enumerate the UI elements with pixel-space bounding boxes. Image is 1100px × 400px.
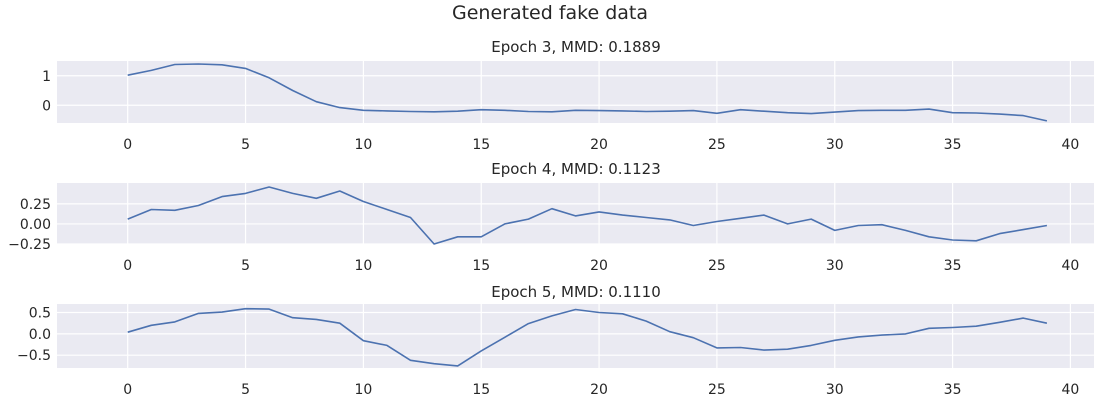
x-tick-label: 40 bbox=[1062, 258, 1080, 274]
x-tick-label: 40 bbox=[1062, 382, 1080, 398]
x-tick-label: 5 bbox=[241, 258, 250, 274]
axes-background bbox=[57, 61, 1094, 123]
x-tick-label: 20 bbox=[590, 382, 608, 398]
y-grid bbox=[57, 75, 1094, 106]
axes-background bbox=[57, 183, 1094, 244]
y-tick-label: −0.5 bbox=[17, 348, 51, 364]
x-tick-label: 35 bbox=[944, 382, 962, 398]
series-line bbox=[127, 186, 1048, 245]
x-tick-label: 30 bbox=[826, 137, 844, 153]
x-grid bbox=[127, 61, 1072, 123]
series-line bbox=[127, 307, 1048, 367]
subplot-epoch-5: 0 5 10 15 20 25 30 35 40 −0.5 0.0 0.5 Epoch 5, MMD… bbox=[17, 283, 1094, 398]
x-tick-label: 0 bbox=[123, 137, 132, 153]
x-tick-label: 30 bbox=[826, 258, 844, 274]
subplot-epoch-3: 0 5 10 15 20 25 30 35 40 01 Epoch 3, MMD: 0.1889 bbox=[42, 38, 1094, 153]
x-tick-label: 40 bbox=[1062, 137, 1080, 153]
subplot-title: Epoch 5, MMD: 0.1110 bbox=[491, 283, 661, 301]
x-grid bbox=[127, 304, 1072, 368]
x-tick-label: 25 bbox=[708, 137, 726, 153]
x-tick-label: 35 bbox=[944, 258, 962, 274]
x-tick-label: 0 bbox=[123, 382, 132, 398]
x-tick-labels: 0 5 10 15 20 25 30 35 40 bbox=[123, 137, 1079, 153]
x-tick-label: 15 bbox=[472, 258, 490, 274]
subplot-title: Epoch 4, MMD: 0.1123 bbox=[491, 160, 661, 178]
y-tick-labels: 01 bbox=[42, 69, 51, 115]
x-tick-label: 30 bbox=[826, 382, 844, 398]
x-tick-label: 10 bbox=[354, 137, 372, 153]
x-tick-label: 5 bbox=[241, 382, 250, 398]
x-tick-label: 25 bbox=[708, 382, 726, 398]
y-tick-label: 0.00 bbox=[20, 217, 51, 233]
x-tick-label: 10 bbox=[354, 258, 372, 274]
axes-background bbox=[57, 304, 1094, 368]
x-tick-label: 5 bbox=[241, 137, 250, 153]
y-tick-label: −0.25 bbox=[8, 237, 51, 253]
x-tick-label: 15 bbox=[472, 382, 490, 398]
x-tick-label: 35 bbox=[944, 137, 962, 153]
series-line bbox=[127, 63, 1048, 122]
x-tick-labels: 0 5 10 15 20 25 30 35 40 bbox=[123, 258, 1079, 274]
x-tick-labels: 0 5 10 15 20 25 30 35 40 bbox=[123, 382, 1079, 398]
y-tick-label: 0.5 bbox=[29, 306, 51, 322]
x-tick-label: 0 bbox=[123, 258, 132, 274]
y-tick-label: 0 bbox=[42, 98, 51, 114]
x-tick-label: 20 bbox=[590, 258, 608, 274]
y-tick-label: 0.25 bbox=[20, 197, 51, 213]
y-tick-labels: −0.5 0.0 0.5 bbox=[17, 306, 51, 365]
y-tick-labels: −0.25 0.00 0.25 bbox=[8, 197, 51, 253]
x-tick-label: 25 bbox=[708, 258, 726, 274]
y-grid bbox=[57, 203, 1094, 245]
y-grid bbox=[57, 311, 1094, 356]
y-tick-label: 0.0 bbox=[29, 327, 51, 343]
y-tick-label: 1 bbox=[42, 69, 51, 85]
subplot-epoch-4: 0 5 10 15 20 25 30 35 40 −0.25 0.00 0.25 Epoch 4, … bbox=[8, 160, 1094, 274]
x-tick-label: 10 bbox=[354, 382, 372, 398]
suptitle: Generated fake data bbox=[452, 2, 648, 24]
x-tick-label: 20 bbox=[590, 137, 608, 153]
subplot-title: Epoch 3, MMD: 0.1889 bbox=[491, 38, 661, 56]
x-tick-label: 15 bbox=[472, 137, 490, 153]
